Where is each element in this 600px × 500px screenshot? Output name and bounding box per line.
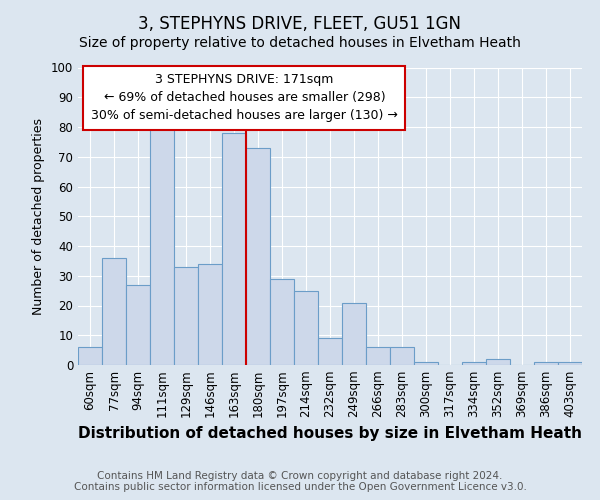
- Bar: [390, 347, 414, 365]
- X-axis label: Distribution of detached houses by size in Elvetham Heath: Distribution of detached houses by size …: [78, 426, 582, 441]
- Bar: [342, 302, 366, 365]
- Text: Contains HM Land Registry data © Crown copyright and database right 2024.
Contai: Contains HM Land Registry data © Crown c…: [74, 471, 526, 492]
- Bar: [102, 258, 126, 365]
- Bar: [222, 133, 246, 365]
- Text: 3 STEPHYNS DRIVE: 171sqm
← 69% of detached houses are smaller (298)
30% of semi-: 3 STEPHYNS DRIVE: 171sqm ← 69% of detach…: [91, 74, 398, 122]
- Bar: [414, 362, 438, 365]
- Text: Size of property relative to detached houses in Elvetham Heath: Size of property relative to detached ho…: [79, 36, 521, 50]
- Bar: [294, 290, 318, 365]
- Bar: [198, 264, 222, 365]
- Bar: [486, 359, 510, 365]
- Text: 3, STEPHYNS DRIVE, FLEET, GU51 1GN: 3, STEPHYNS DRIVE, FLEET, GU51 1GN: [139, 15, 461, 33]
- Bar: [558, 362, 582, 365]
- Bar: [318, 338, 342, 365]
- Bar: [534, 362, 558, 365]
- Bar: [78, 347, 102, 365]
- Bar: [270, 278, 294, 365]
- Bar: [150, 127, 174, 365]
- Bar: [246, 148, 270, 365]
- Bar: [462, 362, 486, 365]
- Bar: [366, 347, 390, 365]
- Bar: [174, 267, 198, 365]
- Bar: [126, 284, 150, 365]
- Y-axis label: Number of detached properties: Number of detached properties: [32, 118, 46, 315]
